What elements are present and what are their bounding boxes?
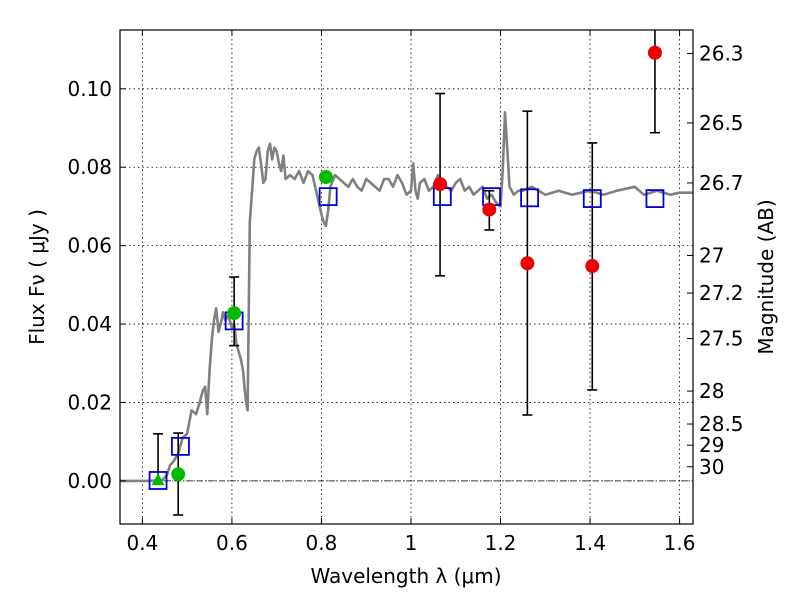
data-markers — [148, 45, 665, 490]
green-circle-marker — [318, 170, 333, 185]
red-circle-marker — [482, 202, 497, 217]
x-tick-label: 0.8 — [306, 531, 338, 555]
y2-axis-label: Magnitude (AB) — [754, 199, 778, 354]
y-tick-label: 0.02 — [67, 390, 112, 414]
model-sed — [120, 111, 693, 483]
red-circle-marker — [647, 45, 662, 60]
y2-tick-label: 28 — [699, 379, 724, 403]
y2-tick-label: 29 — [699, 433, 724, 457]
red-circle-marker — [585, 259, 600, 274]
y2-tick-label: 26.7 — [699, 171, 744, 195]
blue-square-marker — [582, 189, 602, 208]
y2-tick-label: 30 — [699, 455, 724, 479]
red-circle-marker — [520, 256, 535, 271]
x-tick-label: 1.4 — [574, 531, 606, 555]
x-tick-label: 0.4 — [126, 531, 158, 555]
x-tick-labels: 0.4 0.6 0.8 1 1.2 1.4 1.6 — [126, 531, 695, 555]
x-axis-label: Wavelength λ (μm) — [310, 564, 501, 588]
y2-tick-label: 27 — [699, 243, 724, 267]
red-circle-marker — [433, 177, 448, 192]
plot-frame — [119, 29, 694, 525]
x-tick-label: 0.6 — [216, 531, 248, 555]
grid — [120, 30, 693, 524]
axis-ticks — [120, 30, 693, 524]
y-tick-label: 0.10 — [67, 77, 112, 101]
y2-tick-label: 27.5 — [699, 327, 744, 351]
y2-tick-label: 27.2 — [699, 281, 744, 305]
model-sed-line — [120, 111, 693, 483]
y-tick-label: 0.00 — [67, 469, 112, 493]
blue-square-marker — [520, 188, 540, 208]
y-tick-label: 0.06 — [67, 234, 112, 258]
x-tick-label: 1.6 — [664, 531, 696, 555]
x-tick-label: 1 — [405, 531, 418, 555]
y-tick-label: 0.08 — [67, 155, 112, 179]
blue-square-marker — [645, 189, 665, 208]
green-circle-marker — [227, 306, 242, 321]
blue-square-marker — [318, 187, 338, 207]
green-circle-marker — [171, 467, 186, 482]
y2-tick-label: 26.5 — [699, 111, 744, 135]
y-tick-label: 0.04 — [67, 312, 112, 336]
green-triangle-marker — [151, 473, 165, 486]
x-tick-label: 1.2 — [485, 531, 517, 555]
blue-square-marker — [148, 471, 168, 490]
y-axis-label: Flux Fν ( μJy ) — [25, 209, 49, 345]
error-bars — [153, 30, 660, 516]
y2-tick-label: 26.3 — [699, 42, 744, 66]
y2-tick-label: 28.5 — [699, 412, 744, 436]
blue-square-marker — [171, 436, 190, 456]
y-tick-labels: 0.00 0.02 0.04 0.06 0.08 0.10 — [67, 77, 112, 493]
